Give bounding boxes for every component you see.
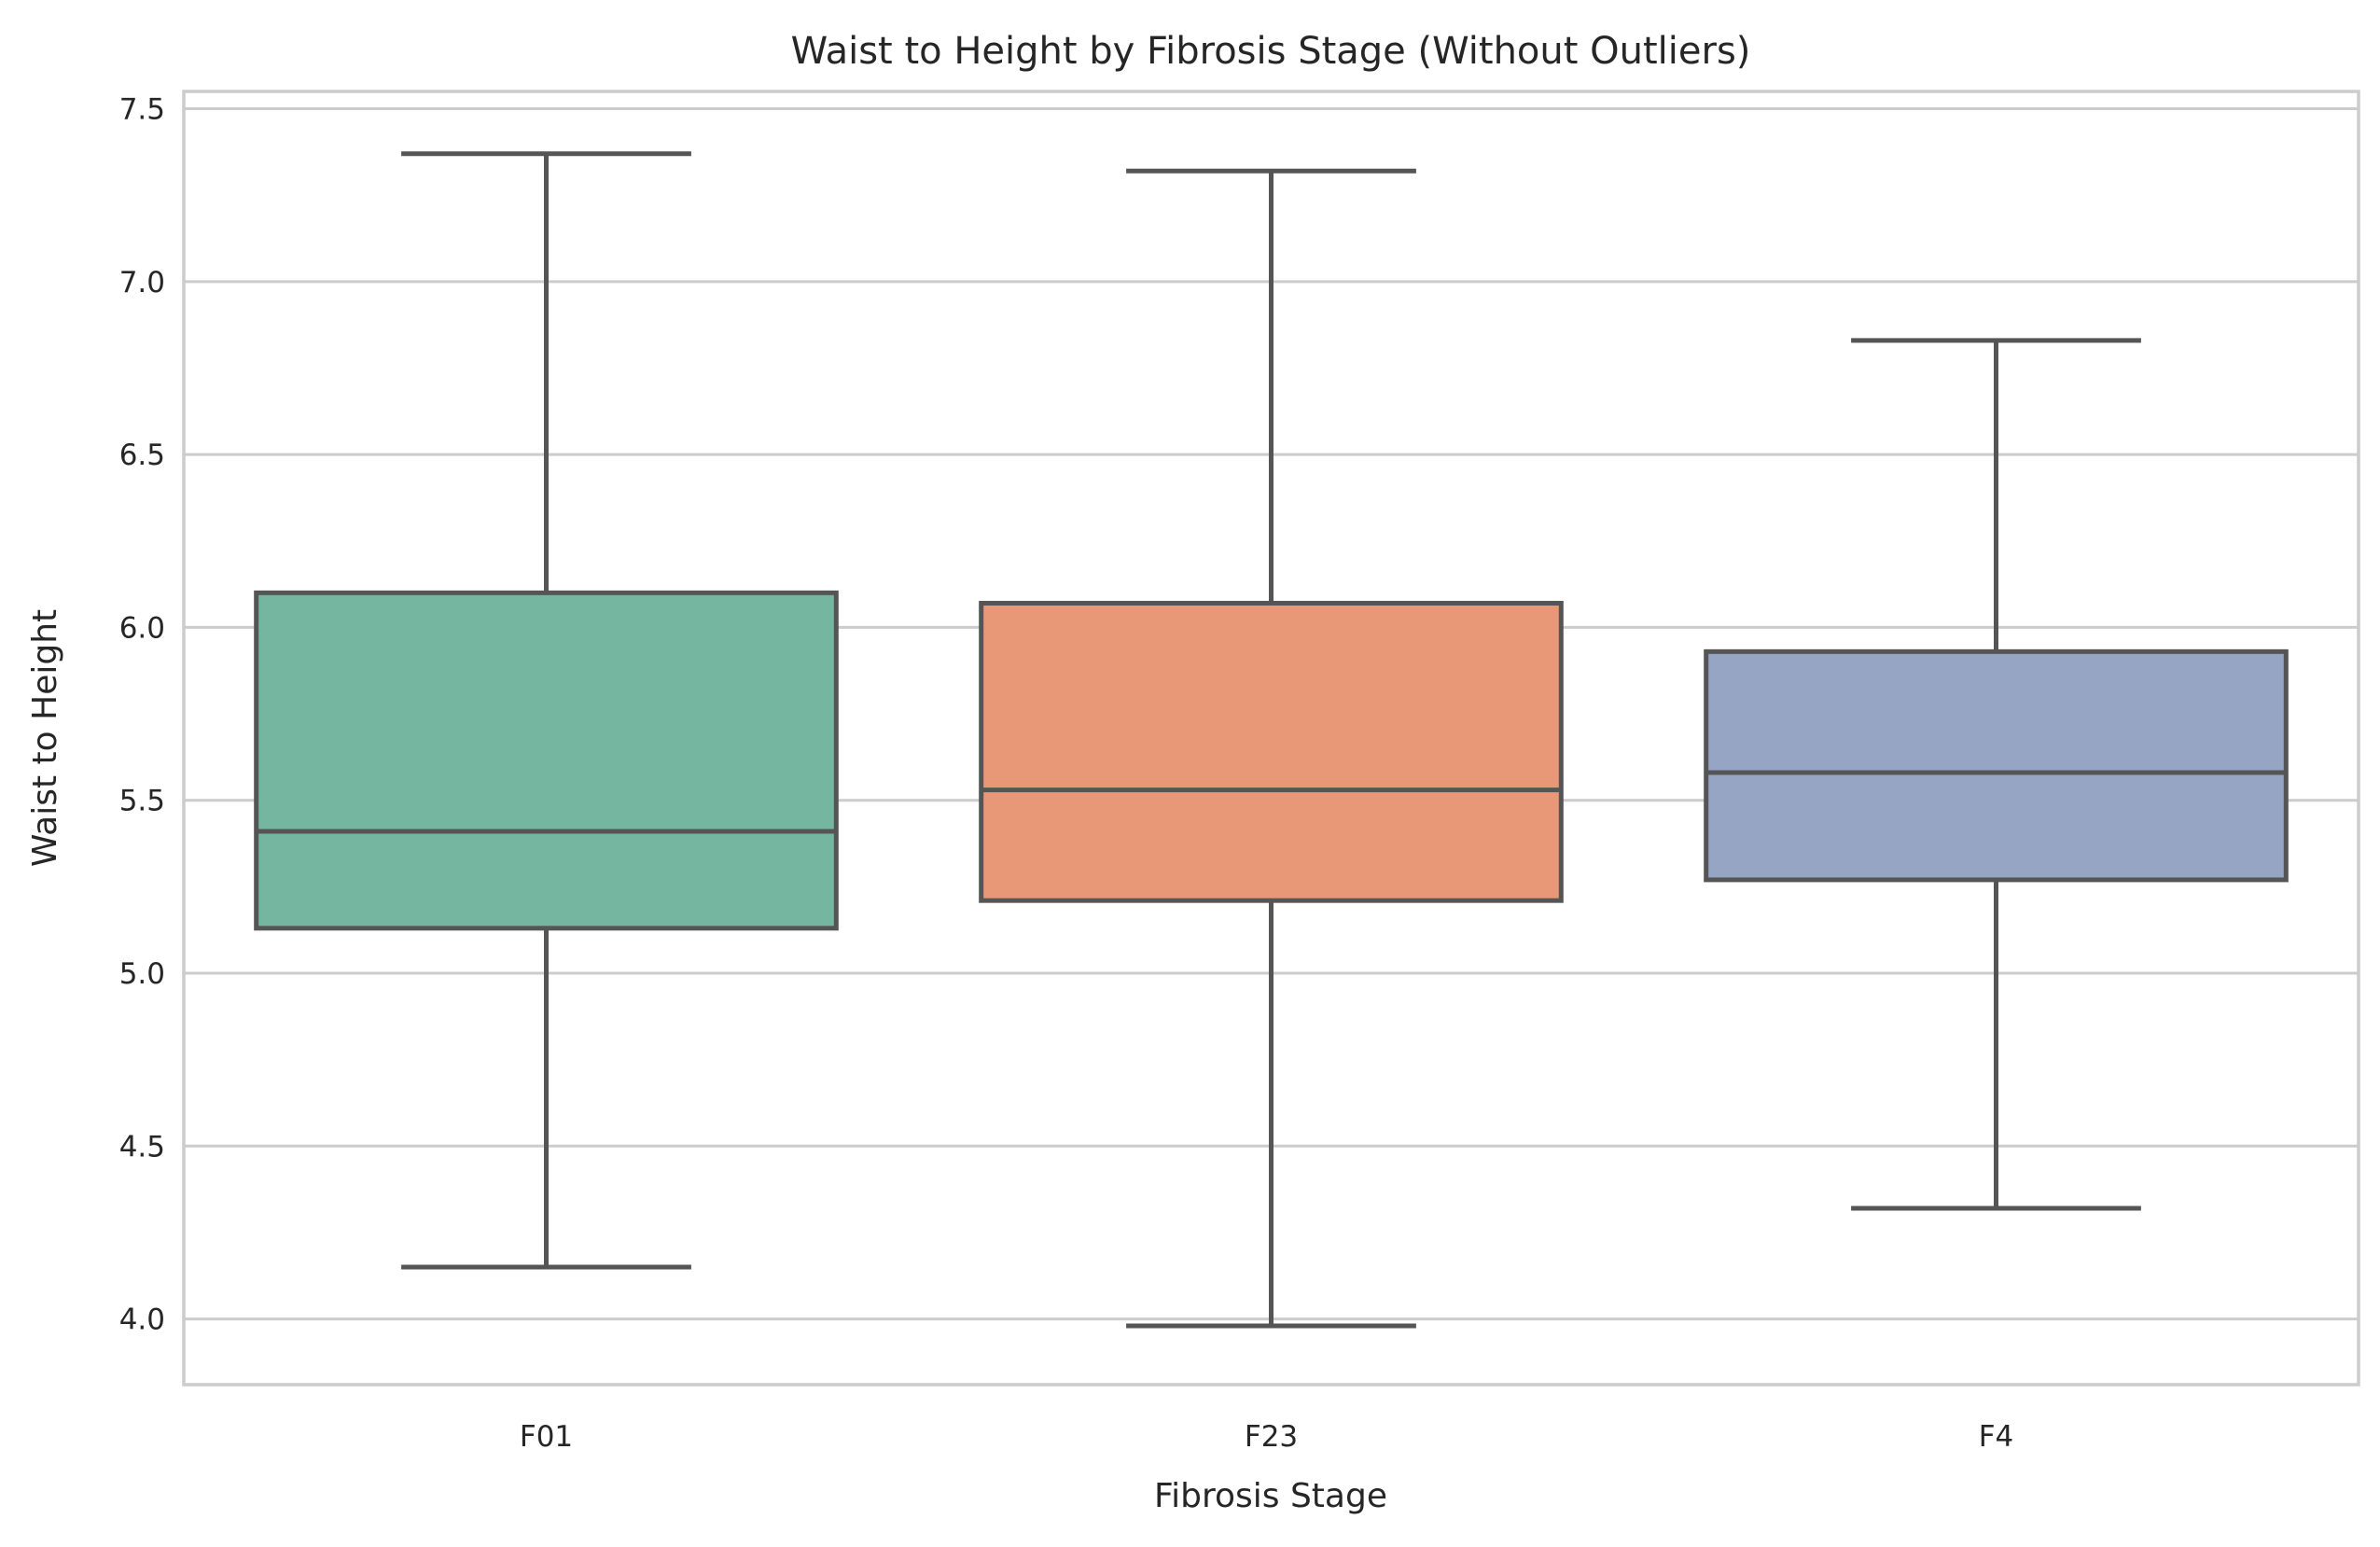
chart-title: Waist to Height by Fibrosis Stage (Witho… — [791, 30, 1751, 73]
y-tick-label: 6.0 — [119, 611, 165, 645]
x-tick-label: F01 — [520, 1420, 573, 1454]
y-tick-label: 5.0 — [119, 957, 165, 991]
iqr-box — [979, 600, 1564, 903]
y-tick-label: 7.0 — [119, 266, 165, 300]
x-tick-label: F4 — [1979, 1420, 2014, 1454]
y-tick-label: 4.0 — [119, 1303, 165, 1337]
iqr-box — [1704, 648, 2289, 883]
box-f4 — [1704, 338, 2289, 1211]
boxes-layer — [254, 151, 2289, 1329]
y-tick-labels: 4.0 4.5 5.0 5.5 6.0 6.5 7.0 7.5 — [119, 93, 165, 1337]
y-tick-label: 7.5 — [119, 93, 165, 127]
iqr-box — [254, 590, 839, 931]
y-axis-label: Waist to Height — [26, 609, 64, 867]
x-tick-label: F23 — [1245, 1420, 1298, 1454]
box-f23 — [979, 168, 1564, 1329]
y-tick-label: 4.5 — [119, 1130, 165, 1164]
y-tick-label: 6.5 — [119, 439, 165, 472]
box-f01 — [254, 151, 839, 1270]
x-tick-labels: F01 F23 F4 — [520, 1420, 2013, 1454]
x-axis-label: Fibrosis Stage — [1154, 1477, 1387, 1515]
plot-frame — [182, 90, 2360, 1387]
y-tick-label: 5.5 — [119, 785, 165, 818]
